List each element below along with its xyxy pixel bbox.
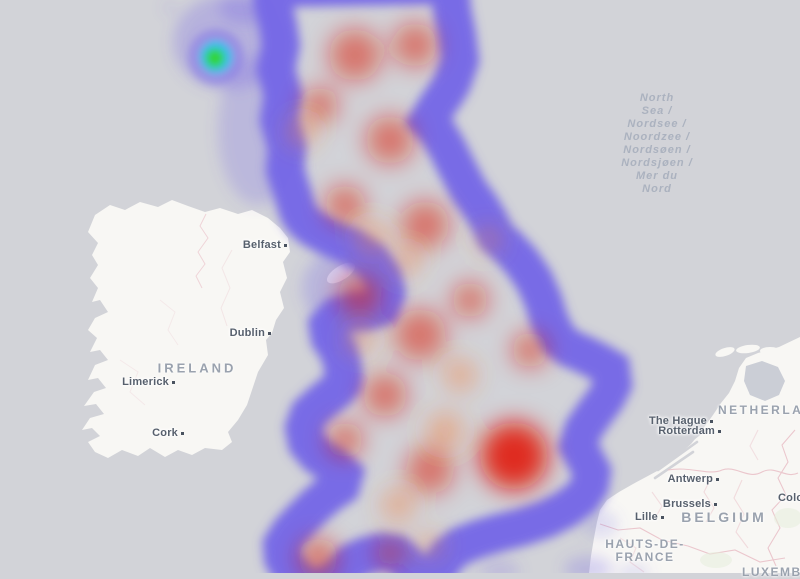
city-label-antwerp: Antwerp: [668, 473, 719, 485]
city-label-dublin: Dublin: [230, 327, 271, 339]
city-name: Brussels: [662, 498, 711, 510]
heatmap-layer: [164, 0, 650, 573]
continent-green-areas: [700, 508, 800, 568]
city-dot-icon: [710, 419, 713, 423]
heatmap-hebrides-blob: [188, 29, 244, 85]
city-name: Dublin: [229, 327, 265, 339]
city-name: The Hague: [648, 415, 707, 427]
city-dot-icon: [284, 243, 287, 247]
ijsselmeer-water: [744, 361, 785, 401]
city-dot-icon: [714, 502, 717, 506]
continent-landmass: [589, 337, 800, 573]
continent-coast: [589, 337, 800, 573]
city-name: Antwerp: [667, 473, 713, 485]
city-name: Limerick: [122, 376, 169, 388]
city-label-cologne: Cologne: [778, 492, 800, 504]
city-label-brussels: Brussels: [663, 498, 717, 510]
heat-hotspot: [480, 422, 548, 490]
city-dot-icon: [268, 331, 271, 335]
city-name: Belfast: [242, 239, 281, 251]
zeeland-channels: [653, 430, 704, 480]
ireland-landmass: [82, 200, 290, 458]
city-dot-icon: [661, 515, 664, 519]
city-label-cork: Cork: [152, 427, 184, 439]
continent-admin-borders: [599, 429, 799, 573]
heatmap-gb: [253, 0, 633, 573]
heatmap-mottle: [288, 23, 548, 573]
city-name: Lille: [634, 511, 658, 523]
city-label-limerick: Limerick: [122, 376, 175, 388]
city-label-lille: Lille: [635, 511, 664, 523]
ireland-admin-borders: [119, 213, 233, 406]
city-label-rotterdam: Rotterdam: [658, 425, 721, 437]
wadden-islands: [715, 344, 780, 357]
city-dot-icon: [181, 431, 184, 435]
city-name: Cork: [152, 427, 178, 439]
city-dot-icon: [716, 477, 719, 481]
city-dot-icon: [718, 429, 721, 433]
city-dot-icon: [172, 380, 175, 384]
city-label-the-hague: The Hague: [649, 415, 713, 427]
city-label-belfast: Belfast: [243, 239, 287, 251]
ireland-coast: [82, 200, 290, 458]
city-name: Rotterdam: [658, 425, 715, 437]
city-name: Cologne: [778, 492, 800, 504]
